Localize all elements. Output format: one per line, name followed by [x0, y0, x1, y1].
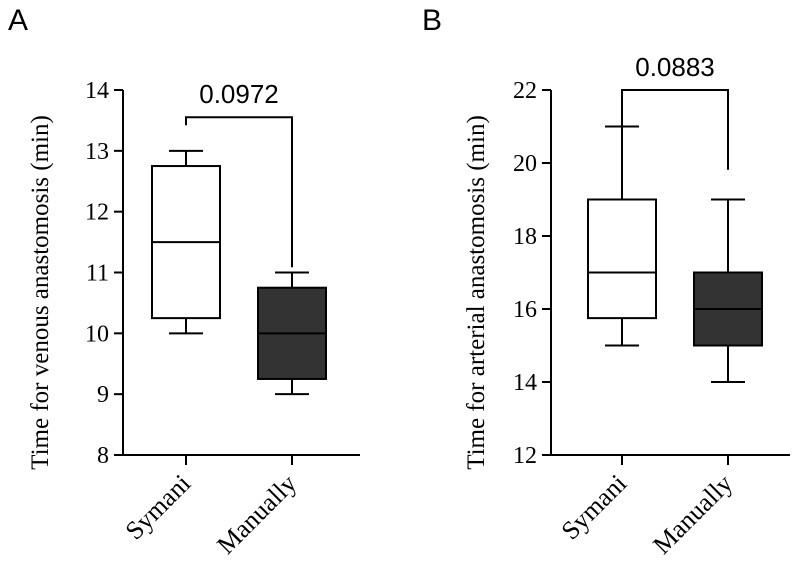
panel-b: B 12 14 16 18 20 22 Time for arterial anastomos… [422, 4, 790, 560]
box-manually [257, 271, 327, 396]
y-axis-label: Time for venous anastomosis (min) [27, 115, 54, 470]
y-tick-label: 12 [85, 200, 109, 226]
significance-bracket [185, 116, 293, 268]
box-symani [151, 149, 221, 335]
panel-a: A 8 9 10 11 12 13 14 Time for venous anastomosis… [8, 4, 360, 560]
panel-label: B [422, 4, 442, 37]
y-tick-label: 8 [97, 443, 109, 469]
significance-bracket [621, 89, 729, 170]
y-tick-label: 12 [513, 443, 537, 469]
y-tick-label: 20 [513, 151, 537, 177]
box-symani [587, 125, 657, 347]
x-tick-label-manually: Manually [647, 469, 738, 560]
panel-label: A [8, 4, 28, 37]
y-tick-label: 16 [513, 297, 537, 323]
y-tick-label: 9 [97, 382, 109, 408]
box-iqr [587, 198, 657, 320]
y-tick-label: 13 [85, 139, 109, 165]
y-tick-label: 11 [86, 261, 109, 287]
box-manually [693, 198, 763, 383]
x-tick-label-symani: Symani [556, 469, 633, 546]
p-value-label: 0.0883 [635, 52, 715, 82]
p-value-label: 0.0972 [199, 79, 279, 109]
y-tick-label: 22 [513, 78, 537, 104]
x-tick-label-manually: Manually [211, 469, 302, 560]
y-axis-label: Time for arterial anastomosis (min) [463, 115, 490, 470]
y-tick-label: 14 [85, 78, 109, 104]
y-tick-label: 14 [513, 370, 537, 396]
x-tick-label-symani: Symani [120, 469, 197, 546]
y-tick-label: 10 [85, 321, 109, 347]
y-tick-label: 18 [513, 224, 537, 250]
